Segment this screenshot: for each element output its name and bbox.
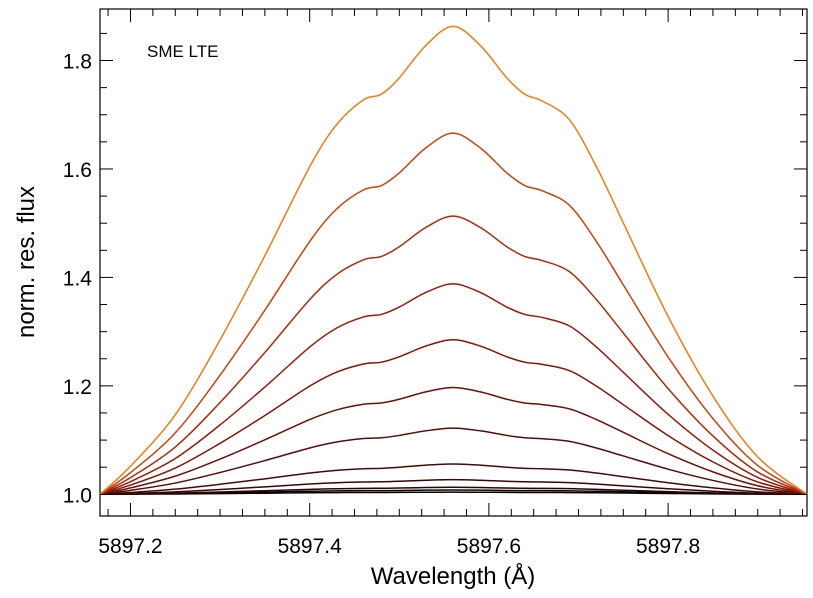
- series-line-7: [99, 386, 808, 496]
- y-axis-title: norm. res. flux: [13, 186, 40, 338]
- series-line-8: [99, 339, 808, 496]
- x-tick-labels: 5897.2 5897.4 5897.6 5897.8: [98, 535, 700, 558]
- annotation-label: SME LTE: [147, 42, 218, 61]
- series-line-11: [99, 132, 808, 495]
- series-line-5: [99, 463, 808, 496]
- series-line-12: [99, 25, 808, 495]
- x-tick-label: 5897.6: [457, 535, 521, 558]
- axis-ticks: [100, 9, 807, 516]
- series-line-3: [99, 486, 808, 496]
- x-tick-label: 5897.2: [98, 535, 162, 558]
- y-tick-labels: 1.0 1.2 1.4 1.6 1.8: [63, 51, 93, 508]
- y-tick-label: 1.4: [63, 267, 93, 290]
- series-lines: [99, 25, 808, 496]
- x-axis-title: Wavelength (Å): [371, 562, 536, 590]
- x-tick-label: 5897.8: [636, 535, 700, 558]
- y-tick-label: 1.2: [63, 376, 92, 399]
- series-line-6: [99, 427, 808, 496]
- plot-frame: [99, 8, 808, 517]
- y-tick-label: 1.8: [63, 51, 92, 74]
- series-line-9: [99, 283, 808, 496]
- series-line-1: [99, 491, 808, 496]
- x-tick-label: 5897.4: [278, 535, 343, 558]
- series-line-10: [99, 215, 808, 495]
- y-tick-label: 1.0: [63, 484, 92, 507]
- y-tick-label: 1.6: [63, 159, 92, 182]
- series-line-2: [99, 489, 808, 496]
- series-line-4: [99, 478, 808, 496]
